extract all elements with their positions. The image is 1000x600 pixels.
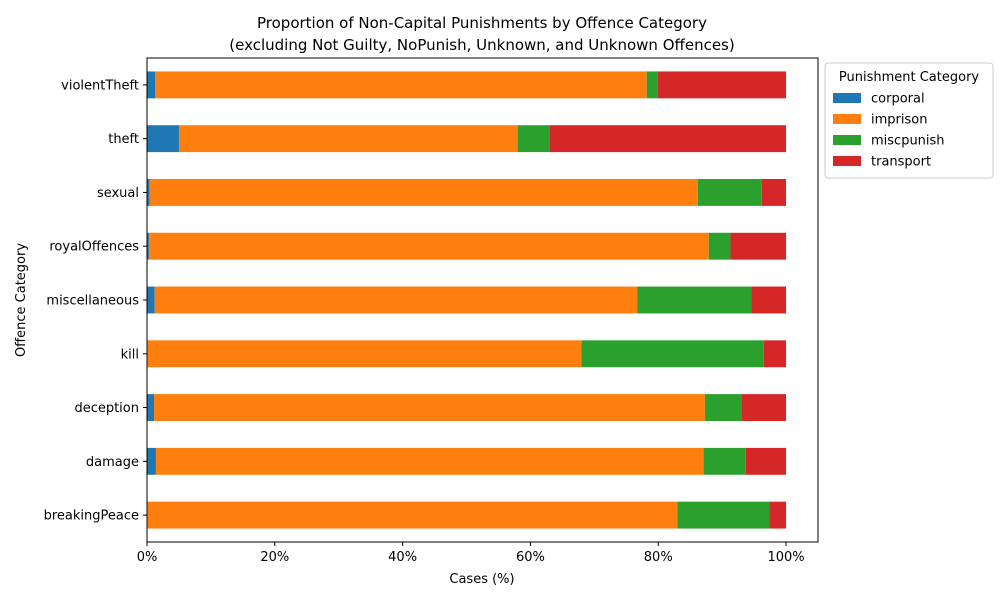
legend-swatch-transport: [833, 156, 861, 166]
bar-transport-kill: [763, 340, 787, 368]
x-tick-label: 0%: [137, 550, 158, 565]
y-axis-label: Offence Category: [14, 243, 29, 357]
legend-title: Punishment Category: [839, 70, 980, 85]
chart-title: Proportion of Non-Capital Punishments by…: [257, 14, 707, 32]
x-tick-label: 60%: [516, 550, 545, 565]
bar-corporal-theft: [147, 125, 179, 153]
legend-box: [824, 62, 994, 179]
bar-miscpunish-deception: [704, 394, 742, 421]
x-axis-label: Cases (%): [449, 572, 514, 587]
x-tick-label: 20%: [260, 550, 289, 565]
y-tick-label: damage: [86, 455, 139, 470]
legend-swatch-miscpunish: [833, 135, 861, 145]
y-tick-label: kill: [121, 347, 139, 362]
legend-swatch-corporal: [833, 93, 861, 103]
bar-miscpunish-kill: [581, 340, 764, 368]
legend-items: corporal imprison miscpunish transport: [833, 92, 945, 170]
legend-label-transport: transport: [871, 155, 931, 170]
bar-corporal-sexual: [147, 179, 150, 206]
bar-imprison-kill: [147, 340, 582, 368]
bar-corporal-deception: [147, 394, 155, 421]
bar-miscpunish-breakingPeace: [677, 501, 770, 529]
y-tick-label: royalOffences: [49, 240, 139, 255]
bar-imprison-miscellaneous: [154, 286, 638, 314]
bar-transport-theft: [549, 125, 787, 153]
bar-corporal-damage: [147, 447, 156, 475]
bars-group: [147, 71, 787, 529]
legend-label-imprison: imprison: [871, 113, 927, 128]
bar-imprison-deception: [154, 394, 705, 421]
bar-imprison-violentTheft: [155, 71, 647, 99]
bar-miscpunish-violentTheft: [646, 71, 658, 99]
y-tick-label: theft: [108, 132, 139, 147]
bar-transport-violentTheft: [657, 71, 787, 99]
y-tick-label: violentTheft: [61, 78, 139, 93]
bar-corporal-violentTheft: [147, 71, 156, 99]
y-axis-ticks: breakingPeace damage deception kill miscella…: [44, 78, 147, 524]
bar-imprison-sexual: [149, 179, 698, 206]
bar-transport-damage: [745, 447, 787, 475]
x-tick-label: 80%: [644, 550, 673, 565]
legend-swatch-imprison: [833, 114, 861, 124]
bar-miscpunish-damage: [703, 447, 746, 475]
x-tick-label: 40%: [388, 550, 417, 565]
bar-imprison-damage: [155, 447, 704, 475]
chart-subtitle: (excluding Not Guilty, NoPunish, Unknown…: [229, 36, 734, 54]
y-tick-label: sexual: [97, 186, 139, 201]
bar-transport-royalOffences: [730, 232, 787, 260]
bar-miscpunish-sexual: [697, 179, 762, 206]
y-tick-label: breakingPeace: [44, 509, 139, 524]
bar-imprison-royalOffences: [148, 232, 709, 260]
bar-transport-sexual: [761, 179, 787, 206]
bar-imprison-theft: [178, 125, 518, 153]
bar-transport-deception: [741, 394, 787, 421]
bar-imprison-breakingPeace: [147, 501, 678, 529]
legend: Punishment Category corporal imprison misc…: [824, 62, 994, 179]
bar-miscpunish-theft: [517, 125, 550, 153]
bar-corporal-miscellaneous: [147, 286, 155, 314]
plot-frame: [146, 57, 819, 543]
legend-label-corporal: corporal: [871, 92, 925, 107]
bar-corporal-royalOffences: [147, 232, 149, 260]
bar-transport-miscellaneous: [751, 286, 787, 314]
bar-miscpunish-miscellaneous: [637, 286, 752, 314]
x-tick-label: 100%: [767, 550, 804, 565]
y-tick-label: deception: [74, 401, 139, 416]
x-axis-ticks: 0% 20% 40% 60% 80% 100%: [137, 542, 805, 565]
bar-transport-breakingPeace: [769, 501, 787, 529]
bar-miscpunish-royalOffences: [708, 232, 731, 260]
y-tick-label: miscellaneous: [46, 294, 139, 309]
legend-label-miscpunish: miscpunish: [871, 134, 945, 149]
